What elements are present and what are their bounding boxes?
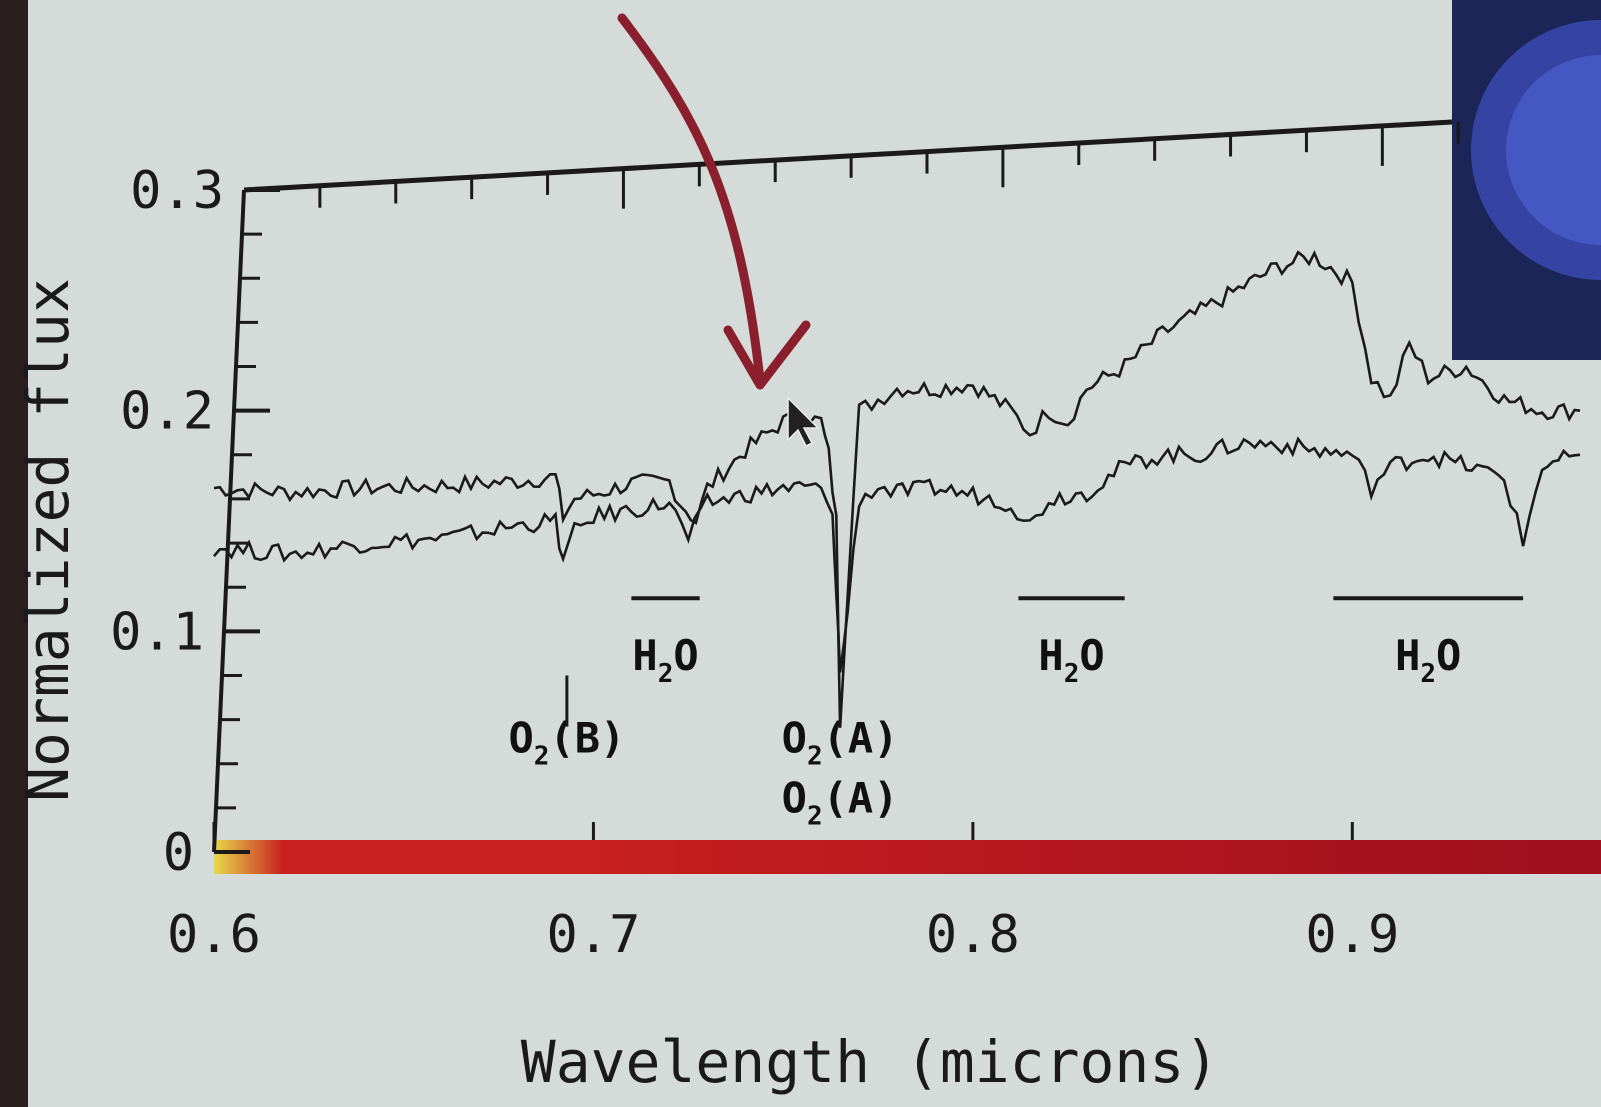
y-axis-label: Normalized flux [14, 278, 82, 802]
axes [212, 119, 1453, 853]
earth-image-inset [1452, 0, 1601, 360]
spectrum-color-bar [214, 840, 1601, 874]
x-axis-label: Wavelength (microns) [521, 1028, 1219, 1096]
left-edge-shadow [0, 0, 28, 1107]
y-tick-label: 0.1 [110, 602, 204, 662]
x-tick-label: 0.7 [546, 905, 640, 965]
series-layer [213, 250, 1581, 728]
x-tick-label: 0.9 [1305, 905, 1399, 965]
y-axis-line [212, 189, 246, 853]
mouse-cursor-icon [787, 396, 820, 448]
o2-label: O2(A) [782, 773, 899, 831]
annotation-layer: O2(B) O2(A)O2(A) [508, 675, 898, 831]
top-frame-line [243, 119, 1453, 193]
band-layer: H2O H2O H2O [631, 596, 1524, 689]
o2-label: O2(A) [782, 714, 899, 772]
ticks: 0 0.1 0.2 0.3 0.6 0.7 0.8 0.9 [110, 121, 1460, 965]
spectrum-series-1 [213, 250, 1581, 728]
h2o-band-label: H2O [632, 631, 698, 689]
y-tick-label: 0.2 [120, 382, 214, 442]
spectrum-series-2 [213, 436, 1581, 673]
x-tick-label: 0.6 [167, 905, 261, 965]
y-tick-label: 0 [163, 823, 194, 883]
h2o-band-label: H2O [1395, 631, 1461, 689]
red-arrow-annotation [617, 13, 811, 390]
o2-label: O2(B) [508, 714, 625, 772]
x-tick-label: 0.8 [926, 905, 1020, 965]
y-tick-label: 0.3 [130, 161, 224, 221]
h2o-band-label: H2O [1038, 631, 1104, 689]
